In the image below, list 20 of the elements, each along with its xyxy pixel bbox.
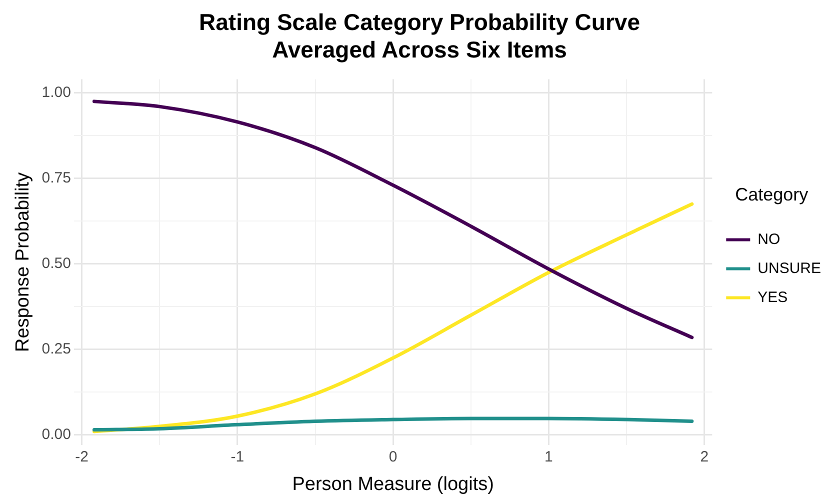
x-tick-label: -2 bbox=[75, 448, 88, 466]
chart-title: Rating Scale Category Probability Curve Averaged Across Six Items bbox=[199, 9, 640, 63]
x-tick-label: -1 bbox=[230, 448, 244, 466]
legend-label: UNSURE bbox=[758, 260, 822, 277]
y-axis-title: Response Probability bbox=[12, 172, 34, 352]
line-series bbox=[92, 100, 694, 340]
x-tick-label: 1 bbox=[544, 448, 553, 466]
legend-title: Category bbox=[735, 184, 808, 205]
x-axis-title: Person Measure (logits) bbox=[292, 474, 494, 495]
legend-label: NO bbox=[758, 230, 780, 248]
x-tick-label: 0 bbox=[388, 448, 398, 466]
x-tick-label: 2 bbox=[700, 448, 709, 466]
y-tick-label: 0.00 bbox=[42, 426, 71, 444]
y-tick-label: 0.25 bbox=[42, 340, 71, 358]
y-tick-label: 1.00 bbox=[42, 84, 71, 102]
line-series bbox=[92, 202, 694, 434]
y-tick-label: 0.75 bbox=[42, 170, 71, 187]
line-series bbox=[92, 416, 694, 432]
legend-label: YES bbox=[758, 288, 788, 306]
y-tick-label: 0.50 bbox=[42, 255, 71, 272]
